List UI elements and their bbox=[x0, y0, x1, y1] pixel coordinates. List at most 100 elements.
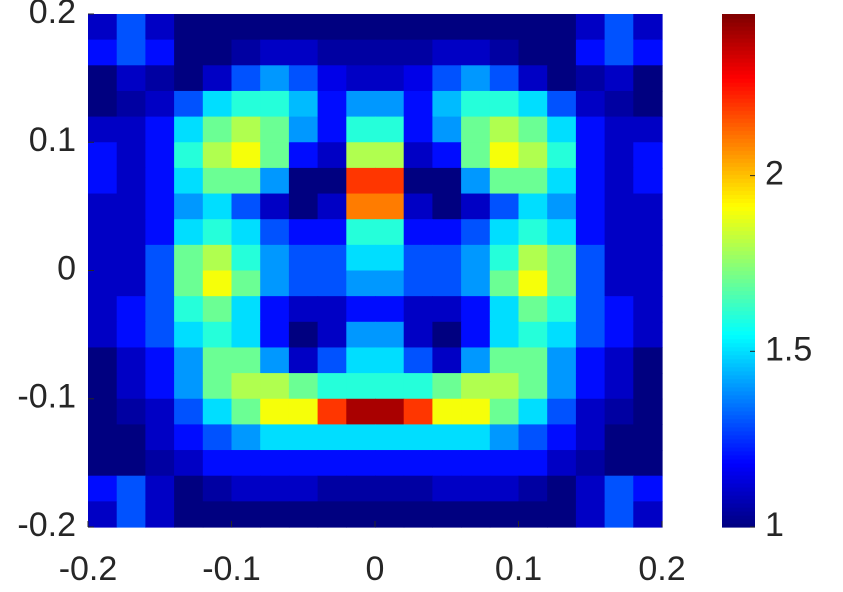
cell bbox=[231, 90, 261, 118]
colorbar-step bbox=[722, 138, 755, 143]
cell bbox=[604, 424, 634, 451]
cell bbox=[375, 424, 405, 451]
cell bbox=[432, 39, 462, 66]
cell bbox=[88, 219, 118, 246]
y-tick-label: 0 bbox=[57, 249, 76, 287]
colorbar-step bbox=[722, 486, 755, 492]
cell bbox=[202, 270, 233, 297]
cell bbox=[174, 347, 204, 374]
colorbar-step bbox=[722, 54, 755, 59]
cell bbox=[288, 90, 319, 118]
cell bbox=[317, 14, 347, 41]
colorbar-step bbox=[722, 34, 755, 39]
cell bbox=[604, 14, 634, 41]
cell bbox=[518, 501, 548, 528]
cell bbox=[547, 475, 577, 502]
cell bbox=[116, 501, 146, 528]
cell bbox=[633, 321, 663, 349]
cell bbox=[403, 244, 433, 272]
cell bbox=[145, 296, 175, 323]
cell bbox=[432, 244, 462, 272]
cell bbox=[145, 219, 175, 246]
cell bbox=[489, 321, 520, 349]
cell bbox=[575, 501, 606, 528]
colorbar-step bbox=[722, 246, 755, 252]
colorbar-step bbox=[722, 26, 755, 31]
colorbar-step bbox=[722, 206, 755, 211]
colorbar-step bbox=[722, 62, 755, 67]
cell bbox=[633, 424, 663, 451]
colorbar-step bbox=[722, 262, 755, 268]
colorbar-step bbox=[722, 130, 755, 135]
cell bbox=[116, 244, 146, 272]
cell bbox=[575, 270, 606, 297]
cell bbox=[202, 167, 233, 195]
cell bbox=[575, 475, 606, 502]
cell bbox=[489, 347, 520, 374]
cell bbox=[317, 296, 347, 323]
cell bbox=[432, 167, 462, 195]
cell bbox=[231, 167, 261, 195]
cell bbox=[432, 142, 462, 169]
colorbar-tick-label: 1.5 bbox=[765, 330, 812, 368]
cell bbox=[575, 244, 606, 272]
colorbar-step bbox=[722, 478, 755, 484]
cell bbox=[575, 424, 606, 451]
colorbar-step bbox=[722, 194, 755, 199]
cell bbox=[547, 39, 577, 66]
cell bbox=[116, 373, 146, 400]
cell bbox=[88, 475, 118, 502]
cell bbox=[518, 373, 548, 400]
cell bbox=[116, 347, 146, 374]
cell bbox=[174, 244, 204, 272]
colorbar-step bbox=[722, 38, 755, 43]
cell bbox=[575, 142, 606, 169]
cell bbox=[403, 475, 433, 502]
colorbar-step bbox=[722, 502, 755, 508]
cell bbox=[202, 244, 233, 272]
cell bbox=[202, 475, 233, 502]
cell bbox=[88, 142, 118, 169]
cell bbox=[145, 167, 175, 195]
colorbar-step bbox=[722, 354, 755, 360]
colorbar-step bbox=[722, 142, 755, 147]
cell bbox=[604, 321, 634, 349]
colorbar-step bbox=[722, 406, 755, 412]
colorbar-step bbox=[722, 338, 755, 344]
cell bbox=[461, 219, 491, 246]
cell bbox=[346, 475, 376, 502]
cell bbox=[432, 475, 462, 502]
colorbar-step bbox=[722, 278, 755, 284]
colorbar-step bbox=[722, 374, 755, 380]
cell bbox=[145, 116, 175, 143]
colorbar-step bbox=[722, 394, 755, 400]
colorbar-step bbox=[722, 18, 755, 23]
cell bbox=[260, 167, 290, 195]
cell bbox=[461, 296, 491, 323]
cell bbox=[116, 450, 146, 477]
colorbar-step bbox=[722, 510, 755, 516]
colorbar-step bbox=[722, 318, 755, 324]
x-tick-label: -0.1 bbox=[202, 550, 261, 588]
cell bbox=[403, 14, 433, 41]
colorbar-step bbox=[722, 334, 755, 340]
cell bbox=[461, 321, 491, 349]
colorbar-step bbox=[722, 238, 755, 244]
cell bbox=[633, 270, 663, 297]
cell bbox=[633, 142, 663, 169]
colorbar-step bbox=[722, 362, 755, 368]
cell bbox=[145, 90, 175, 118]
cell bbox=[88, 296, 118, 323]
cell bbox=[288, 347, 319, 374]
cell bbox=[288, 501, 319, 528]
cell bbox=[518, 475, 548, 502]
colorbar-step bbox=[722, 134, 755, 139]
cell bbox=[518, 65, 548, 92]
cell bbox=[461, 475, 491, 502]
colorbar-step bbox=[722, 518, 755, 524]
colorbar-step bbox=[722, 342, 755, 348]
cell bbox=[432, 65, 462, 92]
cell bbox=[346, 450, 376, 477]
